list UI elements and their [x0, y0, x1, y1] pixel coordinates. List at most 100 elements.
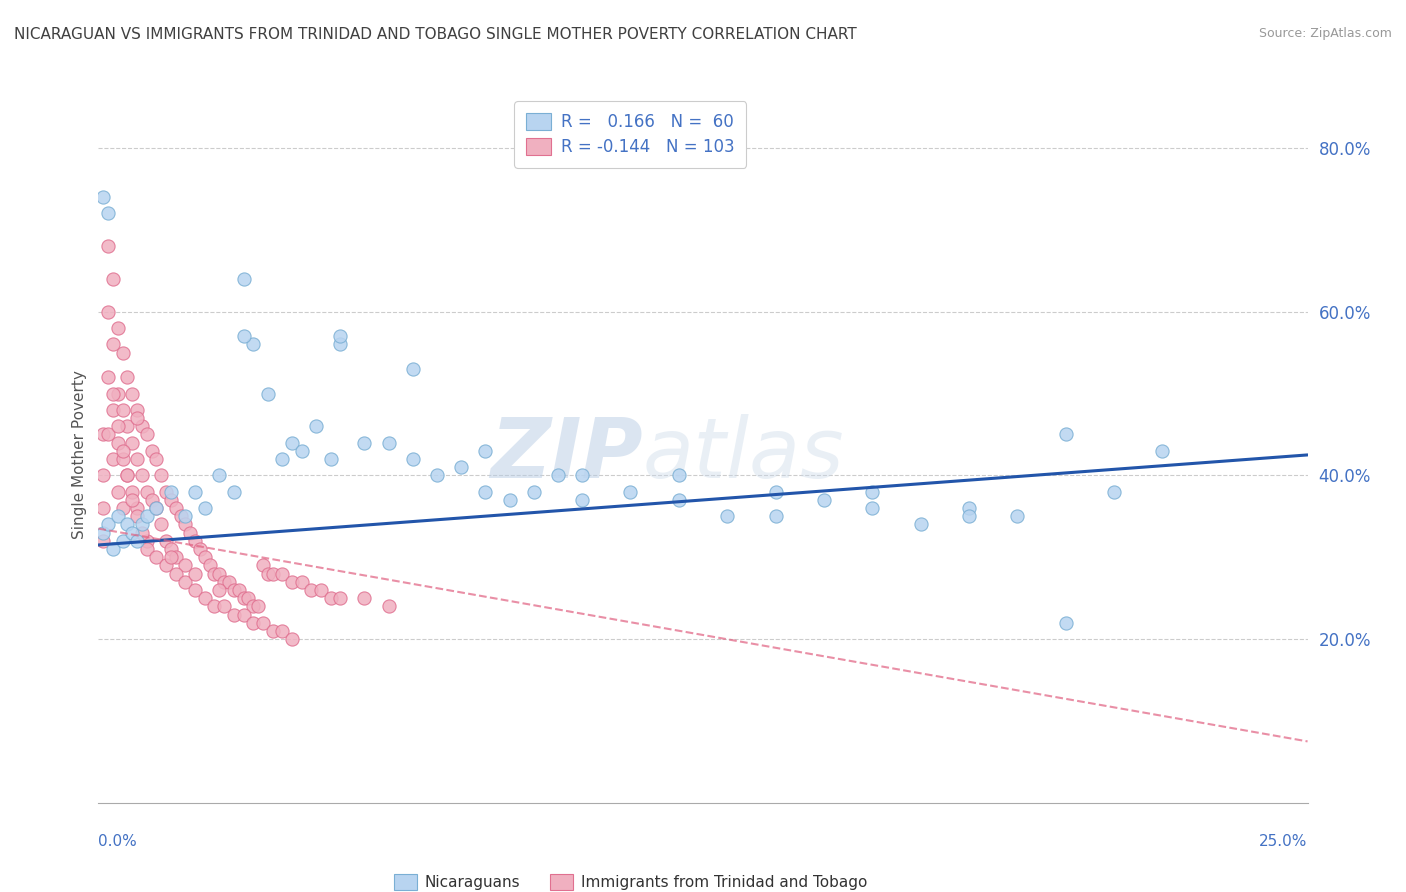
Text: ZIP: ZIP	[489, 415, 643, 495]
Point	[450, 460, 472, 475]
Legend: Nicaraguans, Immigrants from Trinidad and Tobago: Nicaraguans, Immigrants from Trinidad an…	[384, 865, 876, 892]
Point	[107, 386, 129, 401]
Text: 25.0%: 25.0%	[1260, 834, 1308, 849]
Point	[194, 591, 217, 606]
Point	[141, 443, 163, 458]
Point	[198, 558, 221, 573]
Point	[91, 525, 114, 540]
Point	[256, 566, 278, 581]
Point	[160, 492, 183, 507]
Point	[174, 558, 197, 573]
Point	[97, 304, 120, 318]
Point	[117, 468, 139, 483]
Point	[169, 509, 191, 524]
Point	[1152, 443, 1174, 458]
Point	[232, 329, 254, 343]
Point	[127, 452, 149, 467]
Point	[668, 468, 690, 483]
Point	[107, 321, 129, 335]
Point	[281, 435, 304, 450]
Text: NICARAGUAN VS IMMIGRANTS FROM TRINIDAD AND TOBAGO SINGLE MOTHER POVERTY CORRELAT: NICARAGUAN VS IMMIGRANTS FROM TRINIDAD A…	[14, 27, 856, 42]
Point	[91, 468, 114, 483]
Point	[121, 386, 143, 401]
Point	[232, 591, 254, 606]
Y-axis label: Single Mother Poverty: Single Mother Poverty	[72, 370, 87, 540]
Point	[256, 386, 278, 401]
Point	[121, 525, 143, 540]
Point	[208, 566, 231, 581]
Point	[474, 443, 496, 458]
Point	[135, 484, 157, 499]
Point	[131, 468, 153, 483]
Point	[135, 533, 157, 548]
Point	[402, 362, 425, 376]
Point	[765, 509, 787, 524]
Point	[252, 615, 274, 630]
Point	[91, 190, 114, 204]
Point	[174, 509, 197, 524]
Point	[290, 574, 312, 589]
Point	[426, 468, 449, 483]
Point	[121, 484, 143, 499]
Point	[165, 566, 187, 581]
Point	[101, 337, 124, 351]
Point	[179, 525, 201, 540]
Point	[111, 403, 134, 417]
Point	[117, 419, 139, 434]
Point	[97, 370, 120, 384]
Point	[135, 542, 157, 557]
Point	[242, 337, 264, 351]
Point	[281, 574, 304, 589]
Point	[1054, 427, 1077, 442]
Point	[117, 468, 139, 483]
Point	[97, 239, 120, 253]
Point	[299, 582, 322, 597]
Point	[247, 599, 270, 614]
Point	[121, 492, 143, 507]
Point	[155, 533, 177, 548]
Point	[957, 509, 980, 524]
Point	[184, 484, 207, 499]
Point	[571, 468, 593, 483]
Point	[160, 484, 183, 499]
Point	[141, 492, 163, 507]
Point	[135, 509, 157, 524]
Point	[107, 435, 129, 450]
Point	[174, 517, 197, 532]
Point	[271, 624, 294, 638]
Point	[101, 542, 124, 557]
Point	[160, 542, 183, 557]
Point	[145, 550, 167, 565]
Point	[319, 452, 342, 467]
Point	[668, 492, 690, 507]
Point	[212, 574, 235, 589]
Point	[101, 272, 124, 286]
Point	[271, 452, 294, 467]
Point	[174, 574, 197, 589]
Point	[131, 419, 153, 434]
Point	[228, 582, 250, 597]
Point	[117, 370, 139, 384]
Point	[232, 607, 254, 622]
Point	[262, 566, 284, 581]
Point	[238, 591, 260, 606]
Point	[91, 533, 114, 548]
Point	[204, 566, 226, 581]
Point	[165, 550, 187, 565]
Point	[319, 591, 342, 606]
Point	[111, 443, 134, 458]
Point	[150, 468, 173, 483]
Point	[111, 533, 134, 548]
Point	[262, 624, 284, 638]
Point	[208, 468, 231, 483]
Point	[910, 517, 932, 532]
Point	[165, 501, 187, 516]
Point	[242, 615, 264, 630]
Text: atlas: atlas	[643, 415, 844, 495]
Point	[377, 435, 399, 450]
Point	[127, 509, 149, 524]
Point	[160, 550, 183, 565]
Point	[474, 484, 496, 499]
Point	[498, 492, 520, 507]
Point	[135, 427, 157, 442]
